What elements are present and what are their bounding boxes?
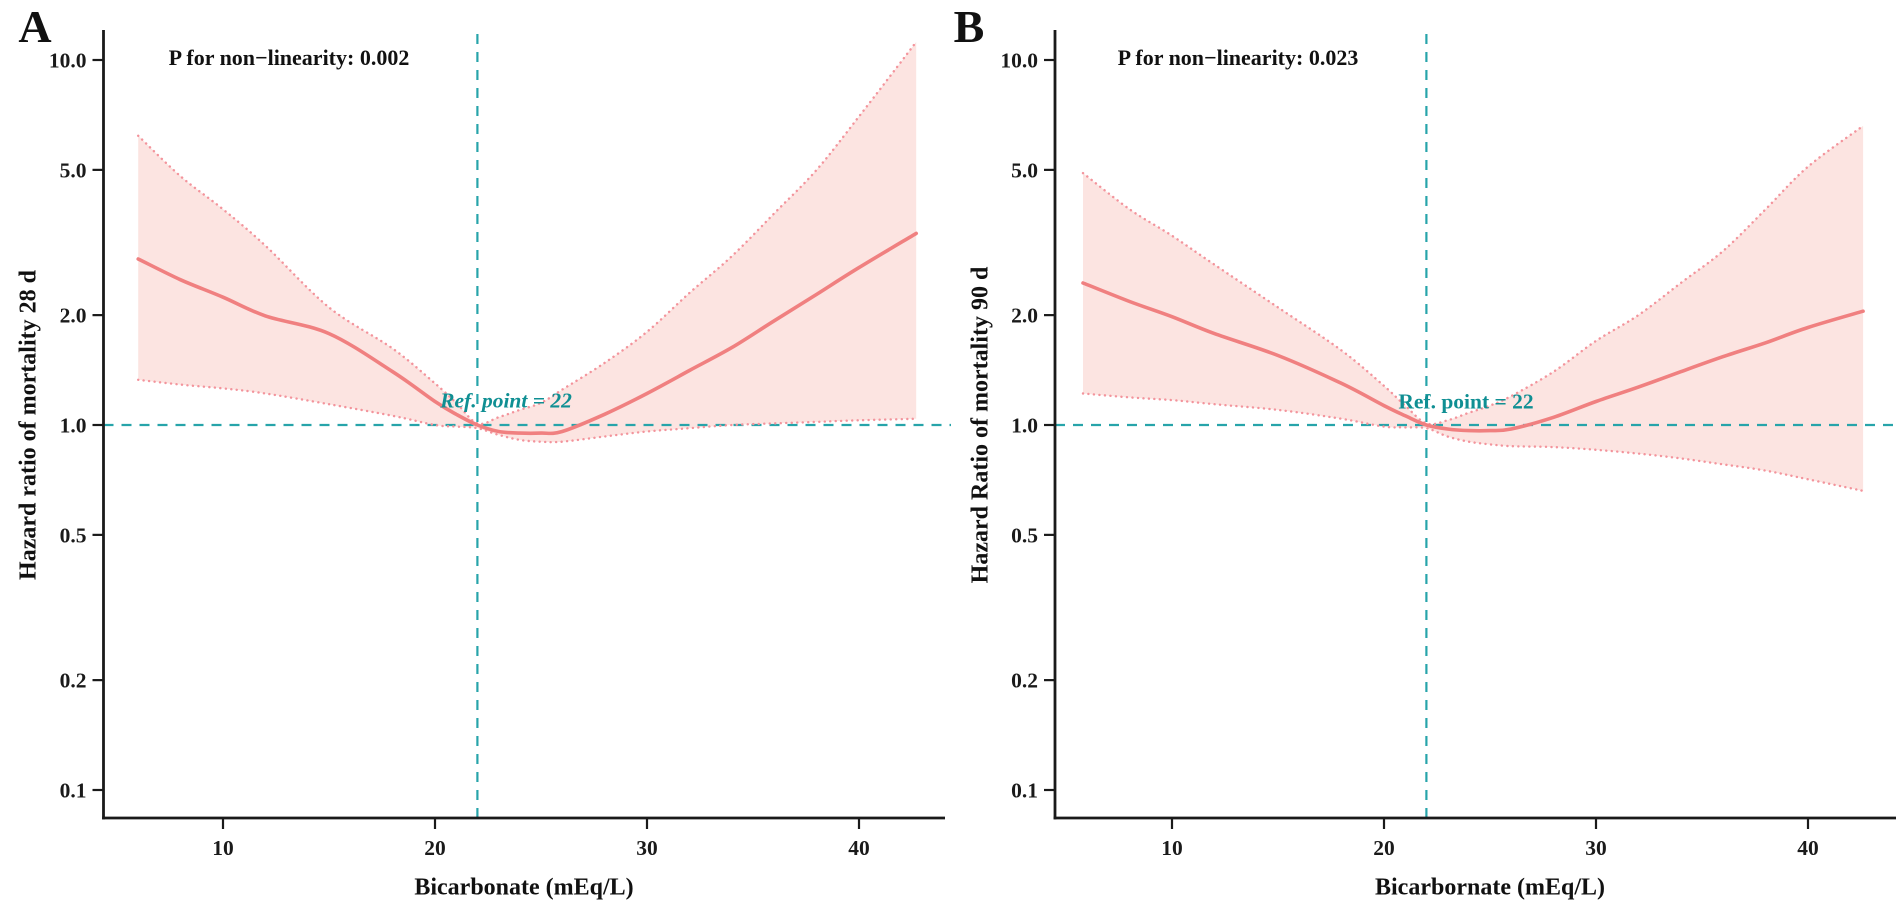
y-tick-label: 10.0 (49, 49, 87, 73)
confidence-ribbon (1083, 125, 1864, 491)
p-nonlinearity-text: P for non−linearity: 0.002 (168, 45, 410, 70)
y-tick-label: 0.1 (60, 779, 87, 803)
y-tick-label: 0.5 (1011, 523, 1038, 547)
y-tick-label: 0.2 (60, 669, 87, 693)
y-tick-label: 10.0 (1000, 49, 1038, 73)
y-axis-title: Hazard ratio of mortality 28 d (15, 270, 42, 580)
x-tick-label: 20 (424, 836, 446, 860)
panel-label: A (18, 1, 52, 52)
x-tick-label: 30 (636, 836, 658, 860)
y-tick-label: 5.0 (60, 158, 87, 182)
confidence-ribbon (138, 42, 917, 443)
x-tick-label: 10 (212, 836, 234, 860)
ci-upper-curve (1081, 124, 1865, 426)
ref-point-label: Ref. point = 22 (440, 388, 572, 413)
x-tick-label: 10 (1161, 836, 1183, 860)
p-nonlinearity-text: P for non−linearity: 0.023 (1117, 45, 1359, 70)
hazard-ratio-curve (136, 231, 918, 436)
x-tick-label: 30 (1585, 836, 1607, 860)
x-tick-label: 20 (1373, 836, 1395, 860)
y-tick-label: 0.1 (1011, 779, 1038, 803)
x-tick-label: 40 (1797, 836, 1819, 860)
y-tick-label: 2.0 (60, 304, 87, 328)
y-tick-label: 2.0 (1011, 304, 1038, 328)
y-tick-label: 1.0 (1011, 414, 1038, 438)
x-axis-title: Bicarbornate (mEq/L) (1375, 874, 1605, 901)
hazard-ratio-curve (1081, 281, 1865, 433)
x-tick-label: 40 (848, 836, 870, 860)
y-tick-label: 0.2 (1011, 669, 1038, 693)
x-axis-title: Bicarbonate (mEq/L) (414, 874, 634, 901)
y-axis-title: Hazard Ratio of mortality 90 d (967, 266, 994, 584)
y-tick-label: 0.5 (60, 523, 87, 547)
ref-point-label: Ref. point = 22 (1398, 389, 1534, 414)
y-tick-label: 5.0 (1011, 158, 1038, 182)
y-tick-label: 1.0 (60, 414, 87, 438)
panel-label: B (953, 1, 985, 52)
ci-lower-curve (1081, 392, 1865, 493)
